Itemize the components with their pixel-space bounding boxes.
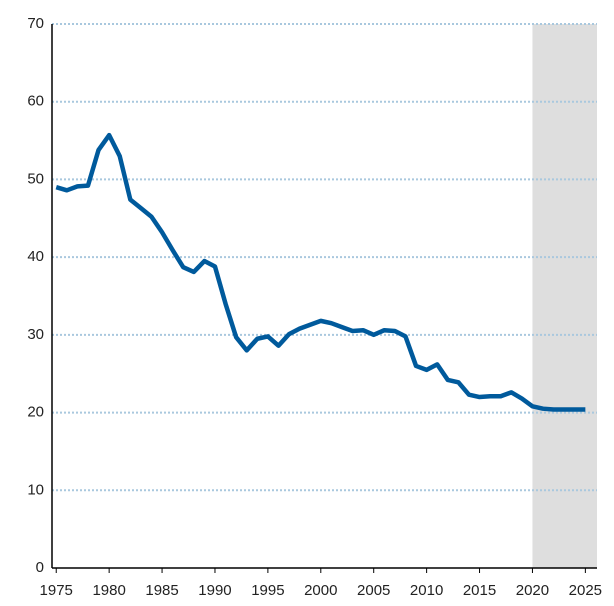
y-tick-label: 40	[27, 248, 44, 265]
y-tick-label: 60	[27, 93, 44, 110]
x-tick-label: 2000	[304, 582, 337, 599]
x-tick-label: 2020	[516, 582, 549, 599]
data-line	[55, 132, 586, 412]
x-tick-label: 2015	[463, 582, 496, 599]
x-tick-label: 2025	[569, 582, 602, 599]
y-tick-label: 10	[27, 481, 44, 498]
x-tick-label: 2005	[357, 582, 390, 599]
y-tick-label: 30	[27, 326, 44, 343]
x-tick-label: 1985	[145, 582, 178, 599]
x-tick-label: 2010	[410, 582, 443, 599]
x-tick-label: 1995	[251, 582, 284, 599]
y-tick-label: 50	[27, 170, 44, 187]
projection-shade	[532, 24, 597, 568]
y-tick-label: 0	[36, 559, 44, 576]
y-tick-label: 70	[27, 15, 44, 32]
x-tick-label: 1975	[40, 582, 73, 599]
x-tick-label: 1990	[198, 582, 231, 599]
x-tick-label: 1980	[92, 582, 125, 599]
y-tick-label: 20	[27, 404, 44, 421]
